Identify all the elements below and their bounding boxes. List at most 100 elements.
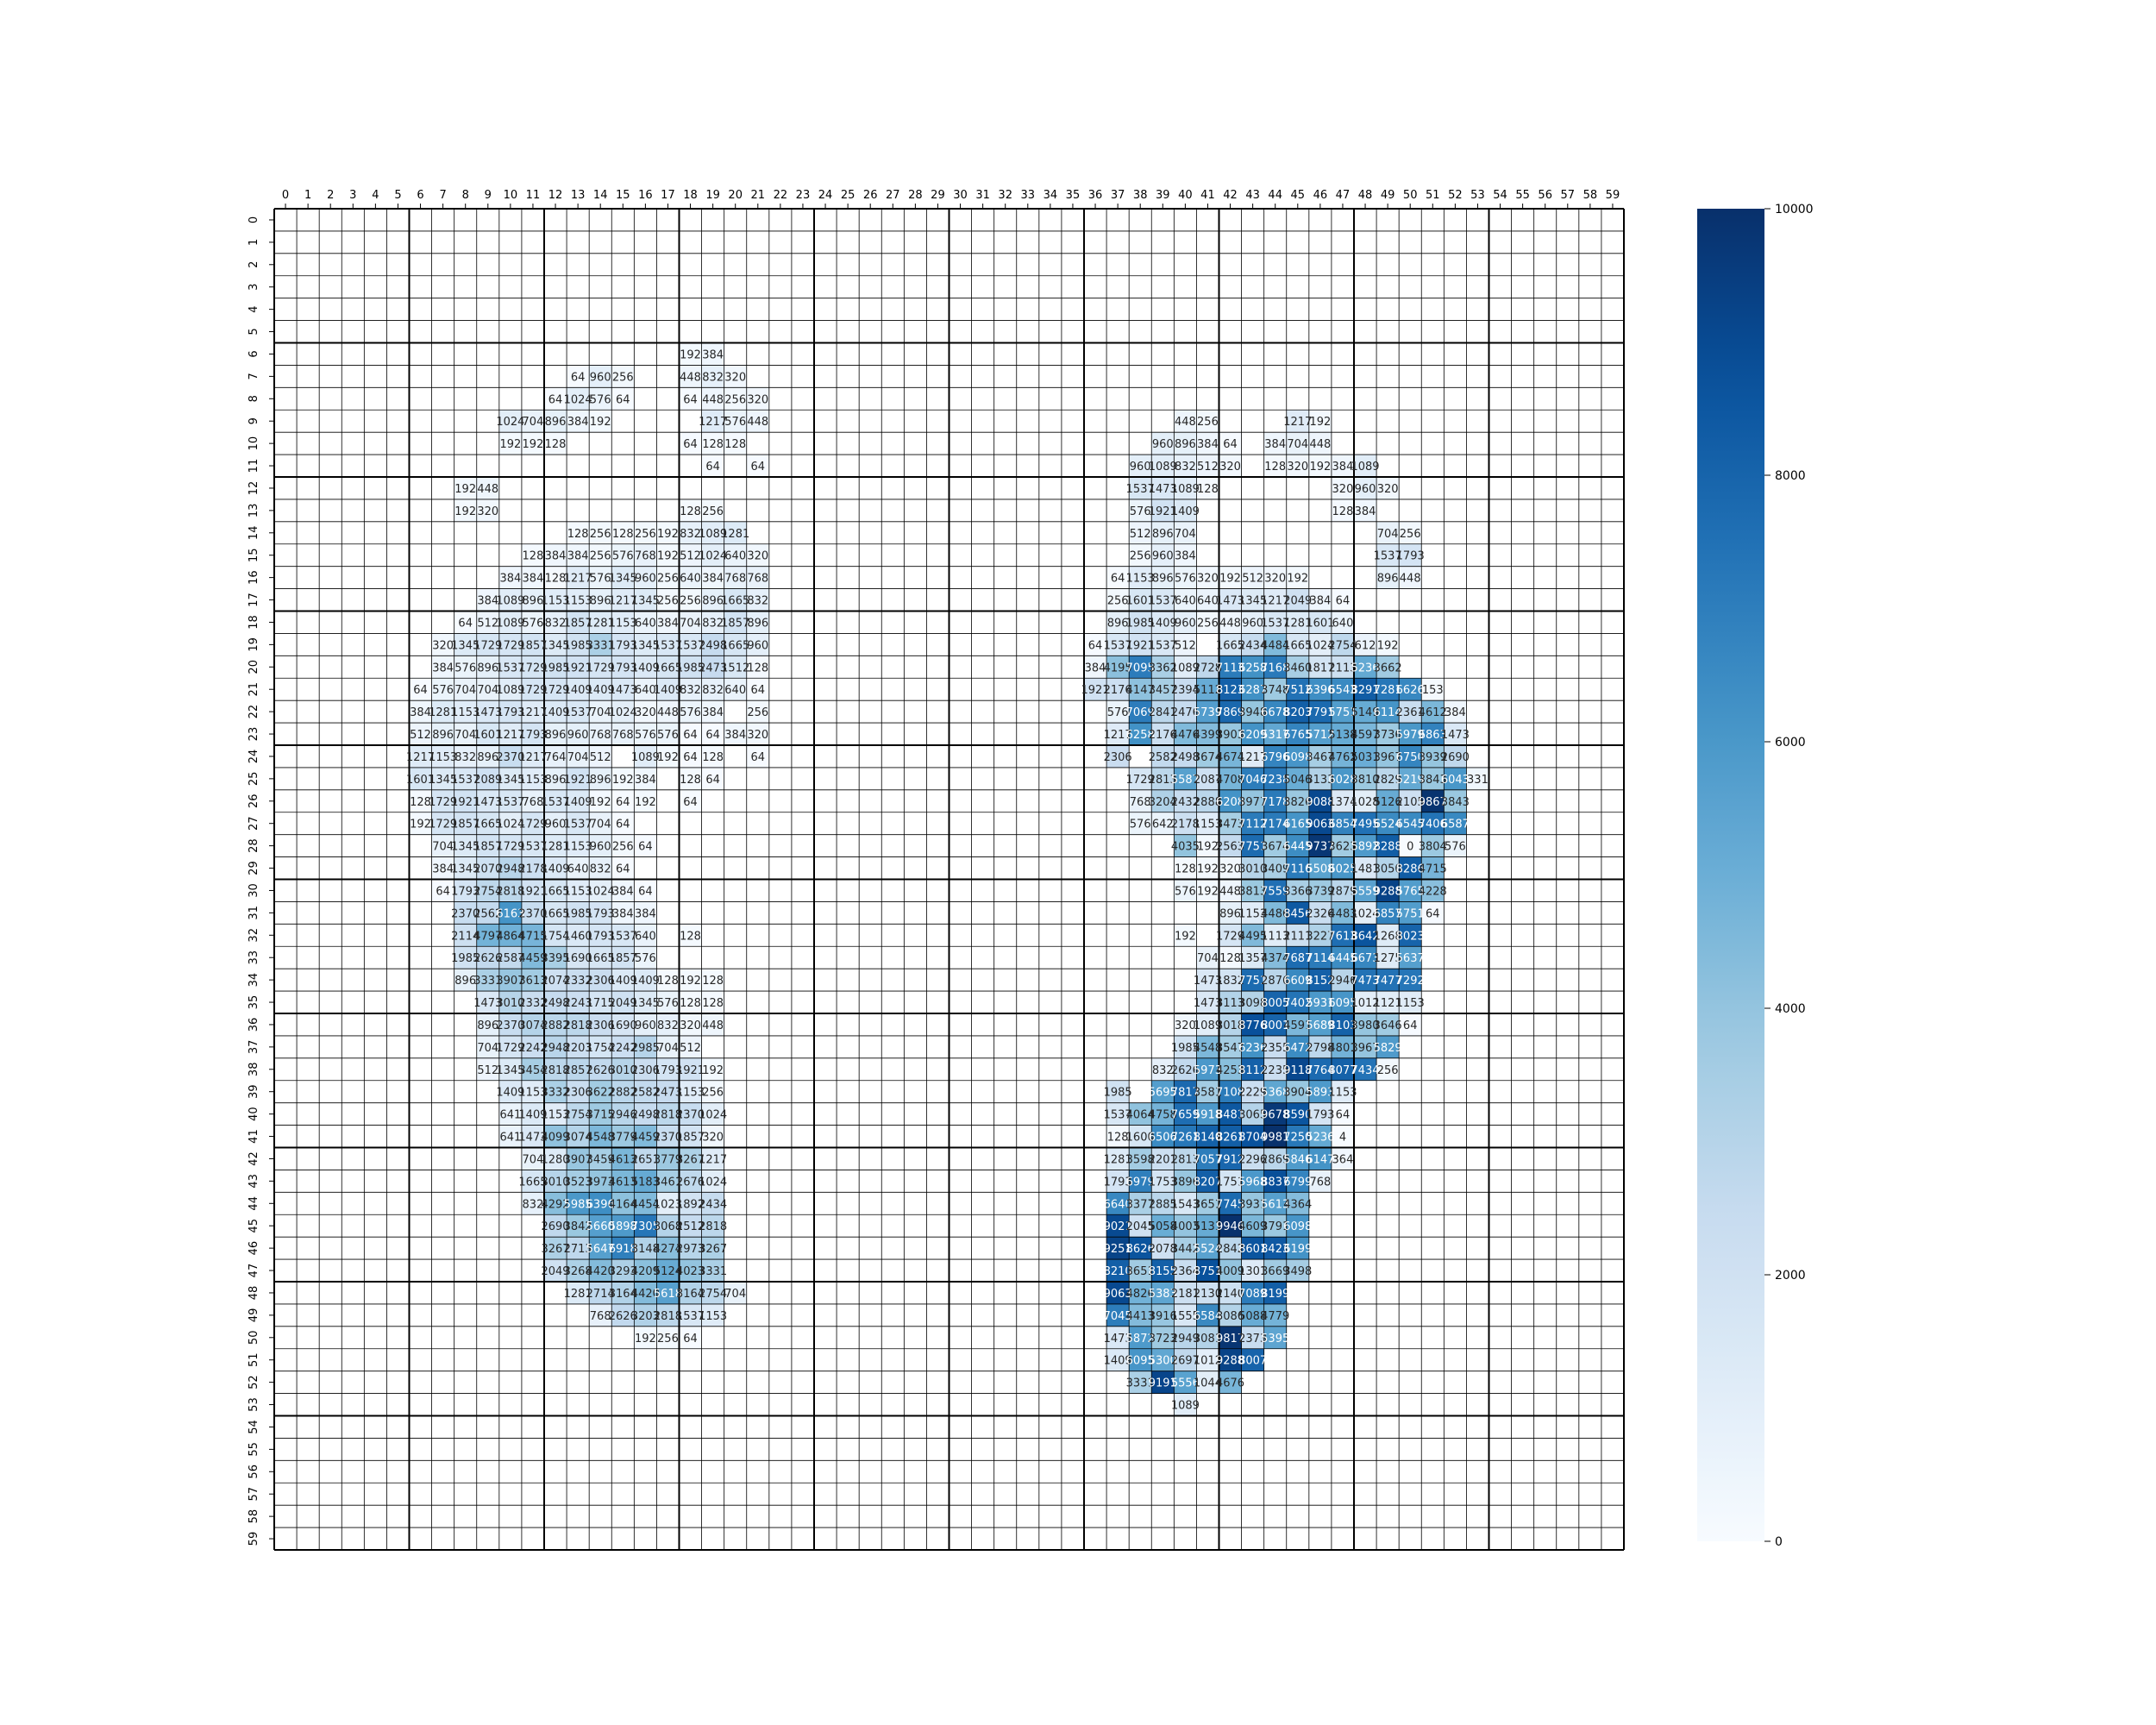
heatmap-cell — [1129, 499, 1152, 522]
x-tick-label: 10 — [504, 189, 518, 202]
heatmap-cell — [611, 543, 635, 567]
heatmap-cell-label: 320 — [1287, 461, 1308, 474]
heatmap-cell — [1151, 656, 1175, 679]
heatmap-cell-label: 8023 — [1396, 930, 1425, 943]
heatmap-cell — [1174, 588, 1197, 612]
heatmap-cell — [1219, 723, 1242, 745]
heatmap-cell-label: 192 — [635, 796, 656, 809]
heatmap-cell — [1151, 611, 1175, 634]
heatmap-cell — [589, 365, 612, 388]
heatmap-cell-label: 3843 — [1441, 796, 1470, 809]
heatmap-cell — [1308, 678, 1332, 701]
heatmap-cell-label: 1024 — [586, 885, 615, 898]
heatmap-cell — [634, 611, 657, 634]
heatmap-cell-label: 192 — [590, 416, 611, 429]
heatmap-cell-label: 192 — [590, 796, 611, 809]
heatmap-cell — [1286, 566, 1309, 589]
heatmap-cell-label: 448 — [702, 393, 724, 406]
heatmap-cell — [611, 387, 635, 411]
heatmap-cell-label: 448 — [747, 416, 768, 429]
x-tick-label: 58 — [1583, 189, 1598, 202]
y-tick-label: 59 — [248, 1532, 260, 1546]
heatmap-cell-label: 1024 — [699, 550, 727, 563]
heatmap-cell-label: 192 — [1175, 930, 1196, 943]
heatmap-cell-label: 256 — [590, 550, 611, 563]
heatmap-cell — [1399, 723, 1422, 745]
heatmap-cell — [544, 543, 567, 567]
heatmap-cell-label: 192 — [702, 1064, 724, 1077]
heatmap-cell — [476, 723, 499, 745]
heatmap-cell — [611, 566, 635, 589]
heatmap-cell-label: 192 — [612, 774, 634, 787]
heatmap-cell-label: 1729 — [518, 819, 547, 831]
heatmap-cell — [611, 611, 635, 634]
heatmap-cell-label: 448 — [1309, 438, 1331, 451]
heatmap-cell — [544, 656, 567, 679]
y-tick-label: 0 — [248, 216, 260, 223]
x-tick-label: 56 — [1538, 189, 1552, 202]
heatmap-cell — [679, 723, 702, 745]
heatmap-cell-label: 704 — [1175, 528, 1196, 541]
heatmap-cell — [1241, 700, 1264, 724]
heatmap-cell — [521, 656, 544, 679]
heatmap-cell — [1084, 678, 1107, 701]
heatmap-cell-label: 1857 — [609, 952, 637, 965]
heatmap-cell — [1129, 543, 1152, 567]
heatmap-cell-label: 256 — [747, 706, 768, 719]
heatmap-cell — [589, 566, 612, 589]
y-tick-label: 9 — [248, 417, 260, 424]
heatmap-cell-label: 64 — [683, 796, 698, 809]
heatmap-cell-label: 64 — [1336, 595, 1351, 608]
heatmap-cell — [1331, 656, 1354, 679]
heatmap-cell-label: 704 — [454, 684, 476, 697]
heatmap-cell — [1421, 723, 1445, 745]
heatmap-cell — [1174, 499, 1197, 522]
heatmap-cell-label: 512 — [1130, 528, 1151, 541]
heatmap-cell-label: 1089 — [496, 595, 524, 608]
heatmap-cell — [634, 678, 657, 701]
heatmap-cell — [1174, 611, 1197, 634]
heatmap-cell — [746, 678, 769, 701]
heatmap-cell — [498, 745, 522, 768]
heatmap-cell-label: 5395 — [1261, 1333, 1289, 1346]
y-tick-label: 17 — [248, 593, 260, 607]
heatmap-cell-label: 64 — [751, 461, 766, 474]
heatmap-cell — [1106, 588, 1130, 612]
heatmap-cell-label: 1024 — [564, 393, 592, 406]
heatmap-cell-label: 704 — [1287, 438, 1308, 451]
heatmap-cell-label: 64 — [1336, 1109, 1351, 1122]
y-tick-label: 20 — [248, 660, 260, 674]
heatmap-cell-label: 384 — [567, 550, 589, 563]
heatmap-cell-label: 320 — [1197, 573, 1219, 586]
heatmap-cell — [1219, 700, 1242, 724]
heatmap-cell-label: 1537 — [496, 796, 524, 809]
heatmap-cell-label: 2690 — [1441, 751, 1470, 764]
heatmap-cell — [701, 611, 724, 634]
heatmap-cell — [634, 566, 657, 589]
heatmap-cell-label: 5829 — [1374, 1042, 1402, 1055]
y-tick-label: 34 — [248, 973, 260, 988]
heatmap-cell-label: 256 — [724, 393, 746, 406]
heatmap-cell — [1151, 678, 1175, 701]
y-tick-label: 55 — [248, 1442, 260, 1457]
heatmap-cell-label: 6147 — [1306, 1153, 1334, 1166]
heatmap-cell-label: 576 — [657, 997, 679, 1010]
heatmap-cell — [1219, 455, 1242, 477]
heatmap-cell — [679, 656, 702, 679]
heatmap-cell — [1263, 700, 1287, 724]
heatmap-cell-label: 832 — [747, 595, 768, 608]
heatmap-cell — [724, 410, 747, 433]
y-tick-label: 12 — [248, 481, 260, 496]
heatmap-cell — [1129, 521, 1152, 544]
heatmap-cell-label: 128 — [1332, 505, 1354, 518]
heatmap-cell — [656, 611, 680, 634]
heatmap-cell — [656, 543, 680, 567]
heatmap-cell — [1219, 432, 1242, 455]
heatmap-cell-label: 960 — [1152, 438, 1174, 451]
heatmap-cell — [1263, 633, 1287, 656]
heatmap-cell-label: 1024 — [699, 1176, 727, 1189]
heatmap-cell — [454, 745, 477, 768]
heatmap-cell — [1376, 656, 1400, 679]
heatmap-cell — [679, 700, 702, 724]
x-tick-label: 0 — [282, 189, 289, 202]
